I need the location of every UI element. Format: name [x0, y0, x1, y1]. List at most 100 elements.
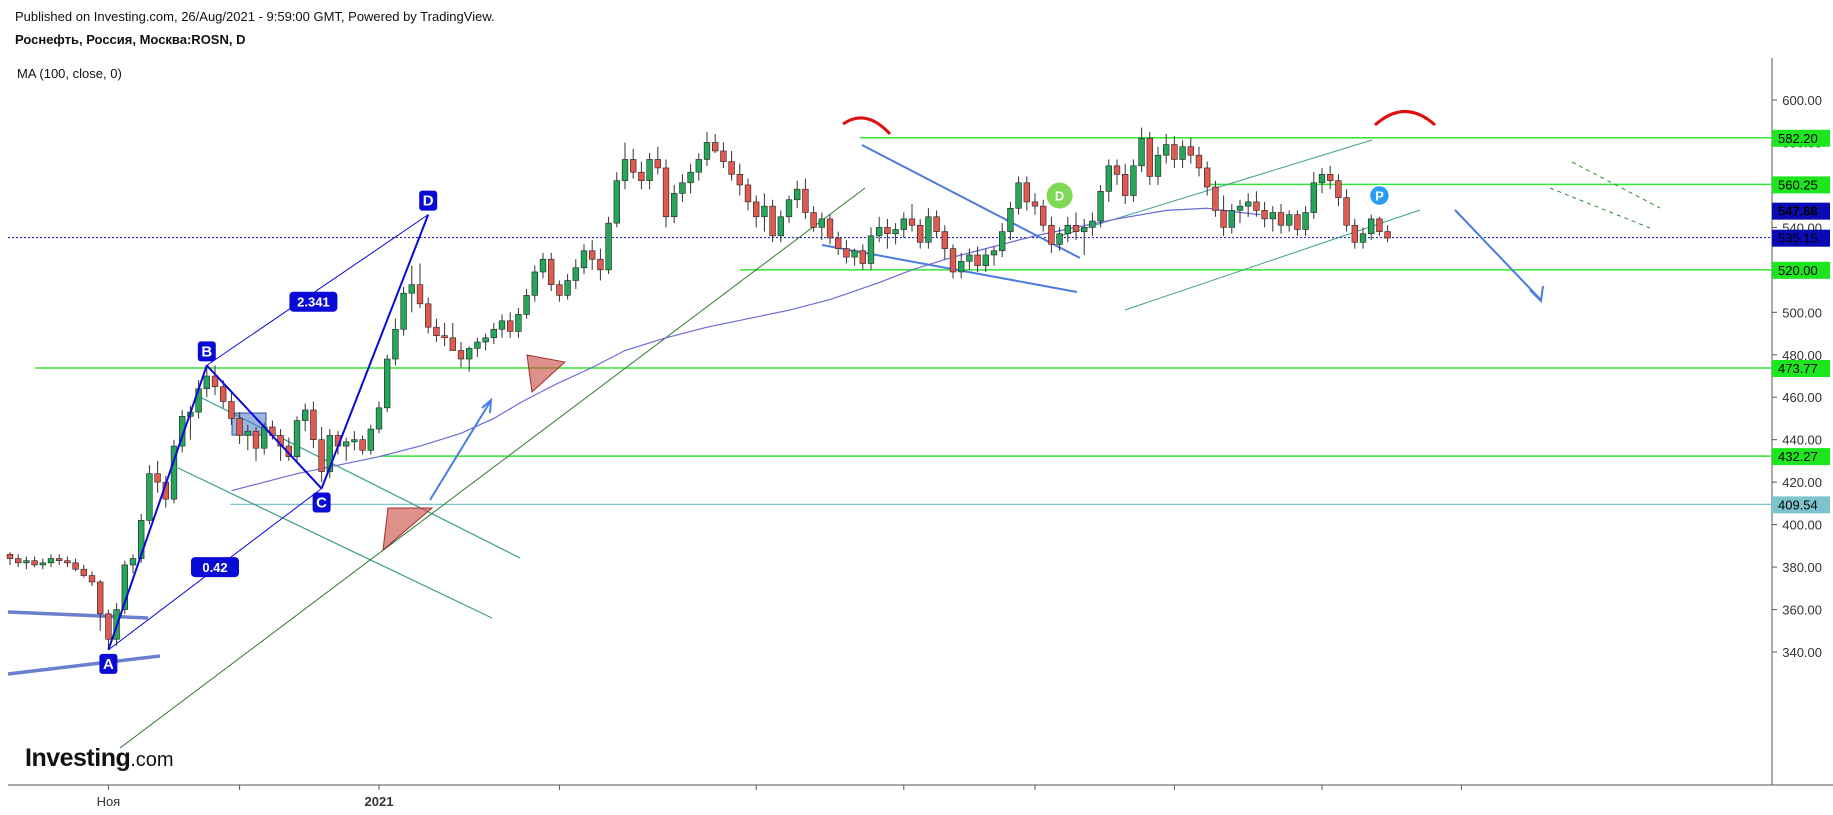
- candle-body: [138, 520, 145, 559]
- top-arc-2: [1373, 110, 1437, 127]
- candle-body: [531, 271, 538, 296]
- candle-body: [794, 188, 801, 201]
- candle-body: [1195, 154, 1203, 169]
- candle-body: [466, 348, 473, 360]
- candle-body: [80, 568, 87, 576]
- candle-body: [1089, 220, 1096, 228]
- candle-body: [949, 248, 957, 273]
- candle-body: [146, 473, 153, 521]
- y-tick-label: 460.00: [1782, 390, 1822, 405]
- wave-line-cd: [320, 214, 430, 489]
- candle-body: [482, 337, 489, 343]
- candle-body: [1031, 201, 1039, 207]
- candle-body: [539, 258, 547, 273]
- candle-body: [1007, 207, 1014, 232]
- projection-arrowhead: [1529, 285, 1544, 304]
- candle-body: [876, 227, 883, 237]
- candle-body: [154, 473, 161, 483]
- candle-body: [966, 254, 973, 262]
- candle-body: [97, 581, 104, 615]
- candle-body: [695, 159, 702, 173]
- candle-body: [933, 216, 940, 232]
- candle-body: [507, 320, 514, 332]
- candle-body: [580, 250, 588, 269]
- ratio-label-box: [289, 291, 338, 312]
- x-tick-label: Ноя: [97, 794, 121, 809]
- candle-body: [47, 558, 55, 564]
- y-tick-label: 400.00: [1782, 518, 1822, 533]
- up-arrow: [429, 401, 491, 501]
- y-tick-label: 420.00: [1782, 475, 1822, 490]
- wave-label-box: [312, 492, 331, 513]
- candle-body: [1064, 224, 1071, 235]
- candle-body: [1335, 180, 1342, 198]
- candle-body: [1253, 201, 1260, 211]
- candle-body: [556, 284, 563, 296]
- candle-body: [917, 224, 924, 243]
- candle-body: [671, 193, 678, 218]
- wave-label: A: [103, 656, 114, 673]
- current-price-label: 535.15: [1778, 231, 1818, 246]
- wave-label: B: [201, 343, 212, 360]
- level-label: 520.00: [1778, 263, 1818, 278]
- candle-body: [712, 142, 719, 152]
- level-tag: [1772, 448, 1830, 466]
- projection-arrow: [1454, 209, 1541, 300]
- candle-body: [851, 250, 858, 258]
- candle-body: [211, 375, 219, 387]
- candle-body: [646, 159, 653, 181]
- candle-body: [392, 328, 399, 360]
- candle-body: [925, 216, 932, 243]
- candle-body: [1113, 165, 1121, 175]
- candle-body: [1261, 210, 1268, 220]
- triangle-line-upper: [7, 610, 149, 620]
- candle-body: [613, 180, 620, 224]
- candle-body: [15, 558, 22, 564]
- candle-body: [1351, 224, 1358, 243]
- candle-body: [843, 248, 850, 258]
- candle-body: [1015, 182, 1022, 209]
- level-label: 432.27: [1778, 449, 1818, 464]
- candle-body: [564, 280, 571, 296]
- candle-body: [884, 227, 891, 235]
- level-label: 582.20: [1778, 131, 1818, 146]
- wave-label-box: [197, 341, 216, 362]
- symbol-title: Роснефть, Россия, Москва:ROSN, D: [15, 32, 246, 47]
- candle-body: [1359, 233, 1367, 243]
- candle-body: [572, 267, 579, 281]
- level-tag: [1772, 129, 1830, 147]
- candle-body: [449, 337, 456, 351]
- support-level-label: 409.54: [1778, 497, 1818, 512]
- candle-body: [1105, 165, 1112, 192]
- candle-body: [1220, 210, 1227, 228]
- candle-body: [1302, 212, 1309, 230]
- candle-body: [654, 159, 661, 169]
- candle-body: [826, 218, 834, 239]
- candle-body: [367, 428, 374, 451]
- candle-body: [1277, 212, 1285, 226]
- candle-body: [548, 258, 555, 286]
- candle-body: [318, 439, 325, 472]
- y-tick-label: 500.00: [1782, 305, 1822, 320]
- wave-line-bd: [206, 214, 429, 366]
- ma-price-label: 547.88: [1778, 204, 1818, 219]
- indicator-legend[interactable]: MA (100, close, 0): [17, 66, 122, 81]
- candle-body: [375, 407, 383, 430]
- marker-label: P: [1375, 189, 1384, 204]
- current-price-tag: [1772, 229, 1830, 247]
- candle-body: [777, 216, 784, 237]
- candle-body: [416, 284, 424, 305]
- trendline-long: [119, 187, 866, 749]
- candle-body: [1138, 137, 1145, 167]
- candle-body: [802, 188, 809, 213]
- candle-body: [220, 386, 227, 402]
- candle-body: [605, 222, 612, 271]
- candle-body: [1286, 214, 1293, 226]
- candle-body: [228, 401, 235, 419]
- candle-body: [744, 184, 752, 203]
- candle-body: [720, 150, 727, 162]
- candle-body: [835, 237, 842, 249]
- candle-body: [302, 409, 309, 421]
- candle-body: [597, 258, 604, 271]
